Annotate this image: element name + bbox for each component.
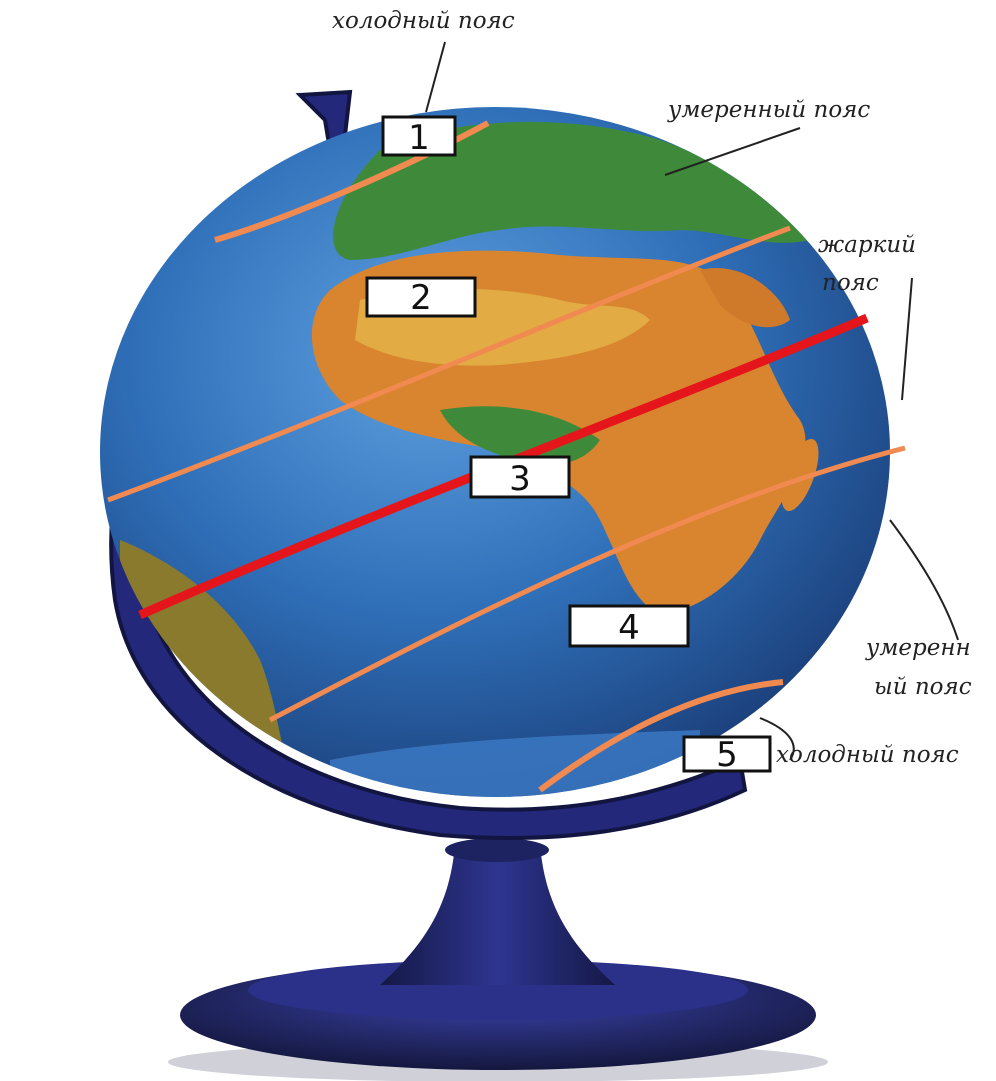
zone-number-4: 4 — [568, 604, 690, 648]
zone-number-box — [682, 735, 772, 773]
zone-line-tropic-south — [268, 445, 906, 723]
label-temperate-zone-south-line2: ый пояс — [874, 674, 972, 700]
stand-stem — [380, 845, 615, 985]
zone-number-2: 2 — [365, 276, 477, 318]
africa-green — [440, 406, 600, 465]
stand-collar — [445, 838, 549, 862]
zone-number-box — [365, 276, 477, 318]
zone-number-box — [568, 604, 690, 648]
zone-number-text: 1 — [408, 118, 430, 158]
zone-number-1: 1 — [381, 115, 457, 158]
label-cold-zone-north: холодный пояс — [332, 8, 515, 34]
leader-temperate-south — [889, 519, 959, 641]
island-madagascar — [781, 438, 819, 512]
zone-line-arctic — [214, 120, 490, 243]
leader-temperate-north — [664, 127, 801, 176]
zone-number-text: 2 — [410, 278, 432, 318]
zone-number-box — [381, 115, 457, 157]
zone-number-text: 3 — [509, 459, 531, 499]
globe — [100, 107, 906, 797]
zone-number-text: 5 — [716, 735, 738, 775]
zone-number-3: 3 — [469, 455, 571, 499]
label-temperate-zone-south-line1: умеренн — [865, 635, 971, 661]
zone-number-5: 5 — [682, 735, 772, 775]
leader-hot — [901, 277, 913, 401]
leader-cold-north — [425, 41, 446, 113]
arabia — [700, 268, 790, 328]
leader-cold-south — [759, 717, 795, 761]
zone-line-tropic-north — [107, 225, 791, 503]
label-temperate-zone-north: умеренный пояс — [667, 97, 870, 123]
zone-number-text: 4 — [618, 608, 640, 648]
stand-base-top — [248, 960, 748, 1020]
globe-stand — [168, 838, 828, 1081]
label-cold-zone-south: холодный пояс — [776, 742, 959, 768]
label-hot-zone-line2: пояс — [822, 270, 879, 296]
zone-line-antarctic — [538, 679, 784, 793]
zone-number-box — [469, 455, 571, 499]
leader-lines — [425, 41, 959, 761]
label-hot-zone-line1: жаркий — [818, 232, 916, 258]
